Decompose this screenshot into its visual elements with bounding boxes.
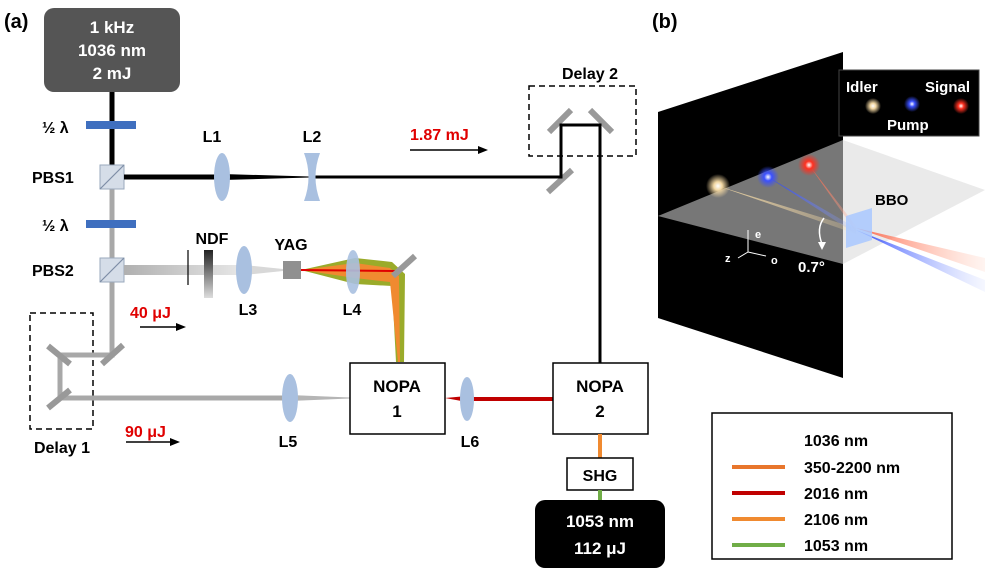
lens-l1-label: L1 xyxy=(203,129,222,146)
axis-o-line xyxy=(747,251,767,257)
axis-z-label: z xyxy=(725,253,731,265)
delay1-label: Delay 1 xyxy=(34,440,90,457)
panel-b-label: (b) xyxy=(652,11,678,33)
legend-label-1053: 1053 nm xyxy=(804,538,868,555)
lens-l5-label: L5 xyxy=(279,434,298,451)
lens-l2 xyxy=(304,153,320,201)
fold-mirror xyxy=(545,167,575,195)
nopa2-label-line1: NOPA xyxy=(576,377,624,396)
laser-energy: 2 mJ xyxy=(93,64,132,83)
lens-l3 xyxy=(236,246,252,294)
beam-gray-pbs2 xyxy=(124,265,244,275)
legend-label-1036: 1036 nm xyxy=(804,433,868,450)
energy-40-arrow-head xyxy=(176,323,186,331)
pbs2-label: PBS2 xyxy=(32,263,74,280)
pbs2-diagonal xyxy=(99,257,125,283)
idler-spot xyxy=(706,174,730,198)
beam-supercontinuum-inner xyxy=(301,263,400,362)
laser-wavelength: 1036 nm xyxy=(78,41,146,60)
lens-l6 xyxy=(460,377,474,421)
lens-l4-label: L4 xyxy=(343,302,362,319)
output-energy: 112 μJ xyxy=(574,539,626,558)
delay2-box xyxy=(528,85,637,157)
lens-l2-label: L2 xyxy=(303,129,322,146)
energy-90-label: 90 μJ xyxy=(125,424,166,441)
angle-arc xyxy=(818,217,825,245)
delay1-box xyxy=(29,312,94,430)
nopa1-label-line2: 1 xyxy=(392,402,401,421)
pbs1-label: PBS1 xyxy=(32,170,74,187)
legend-label-2106: 2106 nm xyxy=(804,512,868,529)
beam-1036-delay2-path xyxy=(555,123,602,363)
axis-o-label: o xyxy=(771,255,778,267)
output-box xyxy=(535,500,665,568)
yag-label: YAG xyxy=(274,237,307,254)
laser-rep-rate: 1 kHz xyxy=(90,18,134,37)
energy-90-arrow-head xyxy=(170,438,180,446)
idler-legend-dot xyxy=(865,98,881,114)
pump-legend-dot xyxy=(904,96,920,112)
nopa2-label-line2: 2 xyxy=(595,402,604,421)
half-wave-plate-1-label: ½ λ xyxy=(42,120,69,137)
beam-gray-delay1 xyxy=(57,352,290,401)
ndf-filter xyxy=(204,250,213,298)
beam-supercontinuum-outer xyxy=(301,258,405,362)
lens-l5 xyxy=(282,374,298,422)
laser-source-box xyxy=(44,8,180,92)
delay1-mirror-c xyxy=(46,387,72,411)
lens-l6-label: L6 xyxy=(461,434,480,451)
beam-gray-l5-focus xyxy=(290,395,350,401)
delay1-mirror-a xyxy=(99,342,126,367)
delay2-mirror-2 xyxy=(587,107,615,135)
panel-b-plane xyxy=(658,140,985,264)
beam-gray-focus xyxy=(244,265,283,275)
axis-z-line xyxy=(737,251,749,259)
half-wave-plate-1 xyxy=(86,121,136,129)
nopa2-box xyxy=(552,362,649,435)
nopa1-box xyxy=(349,362,446,435)
shg-box xyxy=(566,457,634,491)
output-wavelength: 1053 nm xyxy=(566,512,634,531)
signal-beam-in xyxy=(809,165,856,232)
nopa1-label-line1: NOPA xyxy=(373,377,421,396)
idler-legend-label: Idler xyxy=(846,79,878,96)
energy-40-label: 40 μJ xyxy=(130,305,171,322)
pump-beam-in xyxy=(768,177,856,234)
bbo-crystal xyxy=(846,208,872,248)
pump-legend-label: Pump xyxy=(887,117,929,134)
legend-label-2016: 2016 nm xyxy=(804,486,868,503)
angle-arrow-head xyxy=(818,242,826,250)
lens-l3-label: L3 xyxy=(239,302,258,319)
pump-beam-out xyxy=(856,230,985,292)
energy-main-label: 1.87 mJ xyxy=(410,127,469,144)
shg-label: SHG xyxy=(583,468,618,485)
l4-fold-mirror xyxy=(390,253,418,279)
bbo-label: BBO xyxy=(875,192,909,209)
pbs1-diagonal xyxy=(99,164,125,190)
angle-label: 0.7° xyxy=(798,259,825,276)
legend-label-350-2200: 350-2200 nm xyxy=(804,460,900,477)
axis-e-label: e xyxy=(755,229,761,241)
signal-spot xyxy=(798,154,820,176)
beam-1036-focus xyxy=(222,174,310,180)
energy-main-arrow-head xyxy=(478,146,488,154)
ndf-label: NDF xyxy=(196,231,229,248)
lens-l1 xyxy=(214,153,230,201)
delay1-mirror-b xyxy=(46,343,72,367)
signal-legend-label: Signal xyxy=(925,79,970,96)
delay2-label: Delay 2 xyxy=(562,66,618,83)
signal-beam-out xyxy=(856,228,985,272)
legend-box xyxy=(711,412,953,560)
pump-spot xyxy=(757,166,779,188)
delay2-mirror-1 xyxy=(546,107,574,135)
signal-legend-dot xyxy=(953,98,969,114)
lens-l4 xyxy=(346,250,360,294)
half-wave-plate-2-label: ½ λ xyxy=(42,218,69,235)
panel-a-label: (a) xyxy=(4,11,28,33)
yag-crystal xyxy=(283,261,301,279)
half-wave-plate-2 xyxy=(86,220,136,228)
